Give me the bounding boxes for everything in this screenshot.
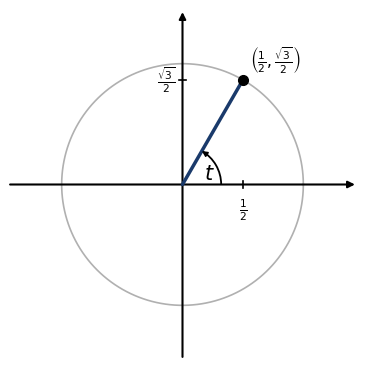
Text: $\frac{1}{2}$: $\frac{1}{2}$	[238, 198, 247, 223]
Text: $\frac{\sqrt{3}}{2}$: $\frac{\sqrt{3}}{2}$	[157, 65, 175, 95]
Text: $\left(\frac{1}{2}, \frac{\sqrt{3}}{2}\right)$: $\left(\frac{1}{2}, \frac{\sqrt{3}}{2}\r…	[250, 45, 301, 75]
Text: $t$: $t$	[204, 163, 215, 184]
